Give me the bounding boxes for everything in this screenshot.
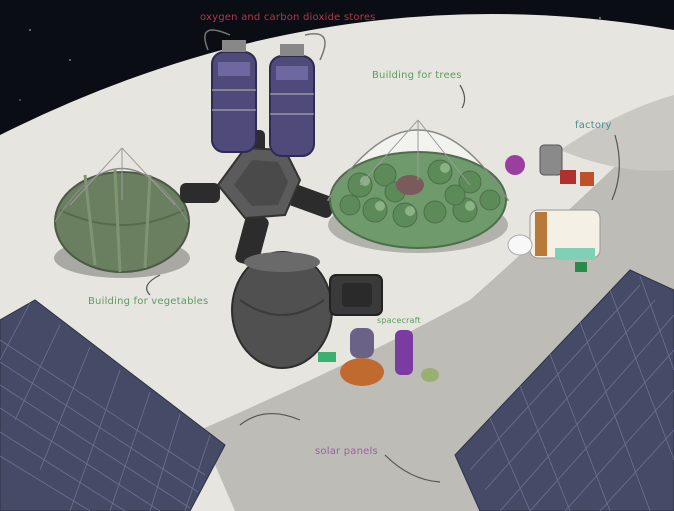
- spacecraft-label: spacecraft: [377, 316, 421, 325]
- solar-arrow-left: [239, 412, 301, 426]
- oxygen-and-co2-tanks: [204, 29, 326, 157]
- vegetable-building: [53, 147, 190, 278]
- lower-round-module: [231, 251, 383, 369]
- vegetable-arrow: [146, 274, 161, 296]
- solar-panels-label: solar panels: [315, 446, 378, 457]
- crater-rim: [560, 95, 674, 171]
- central-hub-module: [216, 146, 302, 220]
- factory-label: factory: [575, 120, 612, 131]
- tree-arrow: [459, 84, 466, 109]
- solar-panel-array-right: [454, 269, 674, 511]
- vegetable-building-label: Building for vegetables: [88, 296, 209, 307]
- tree-building: [326, 119, 510, 253]
- oxygen-stores-label: oxygen and carbon dioxide stores: [200, 12, 376, 23]
- factory-arrow: [611, 134, 620, 201]
- annotation-arrows: [146, 84, 620, 483]
- solar-arrow-right: [384, 454, 441, 483]
- tree-building-label: Building for trees: [372, 70, 462, 81]
- spacecraft-cluster: [318, 328, 439, 386]
- solar-panel-array-left: [0, 299, 226, 511]
- factory-cluster: [505, 144, 601, 272]
